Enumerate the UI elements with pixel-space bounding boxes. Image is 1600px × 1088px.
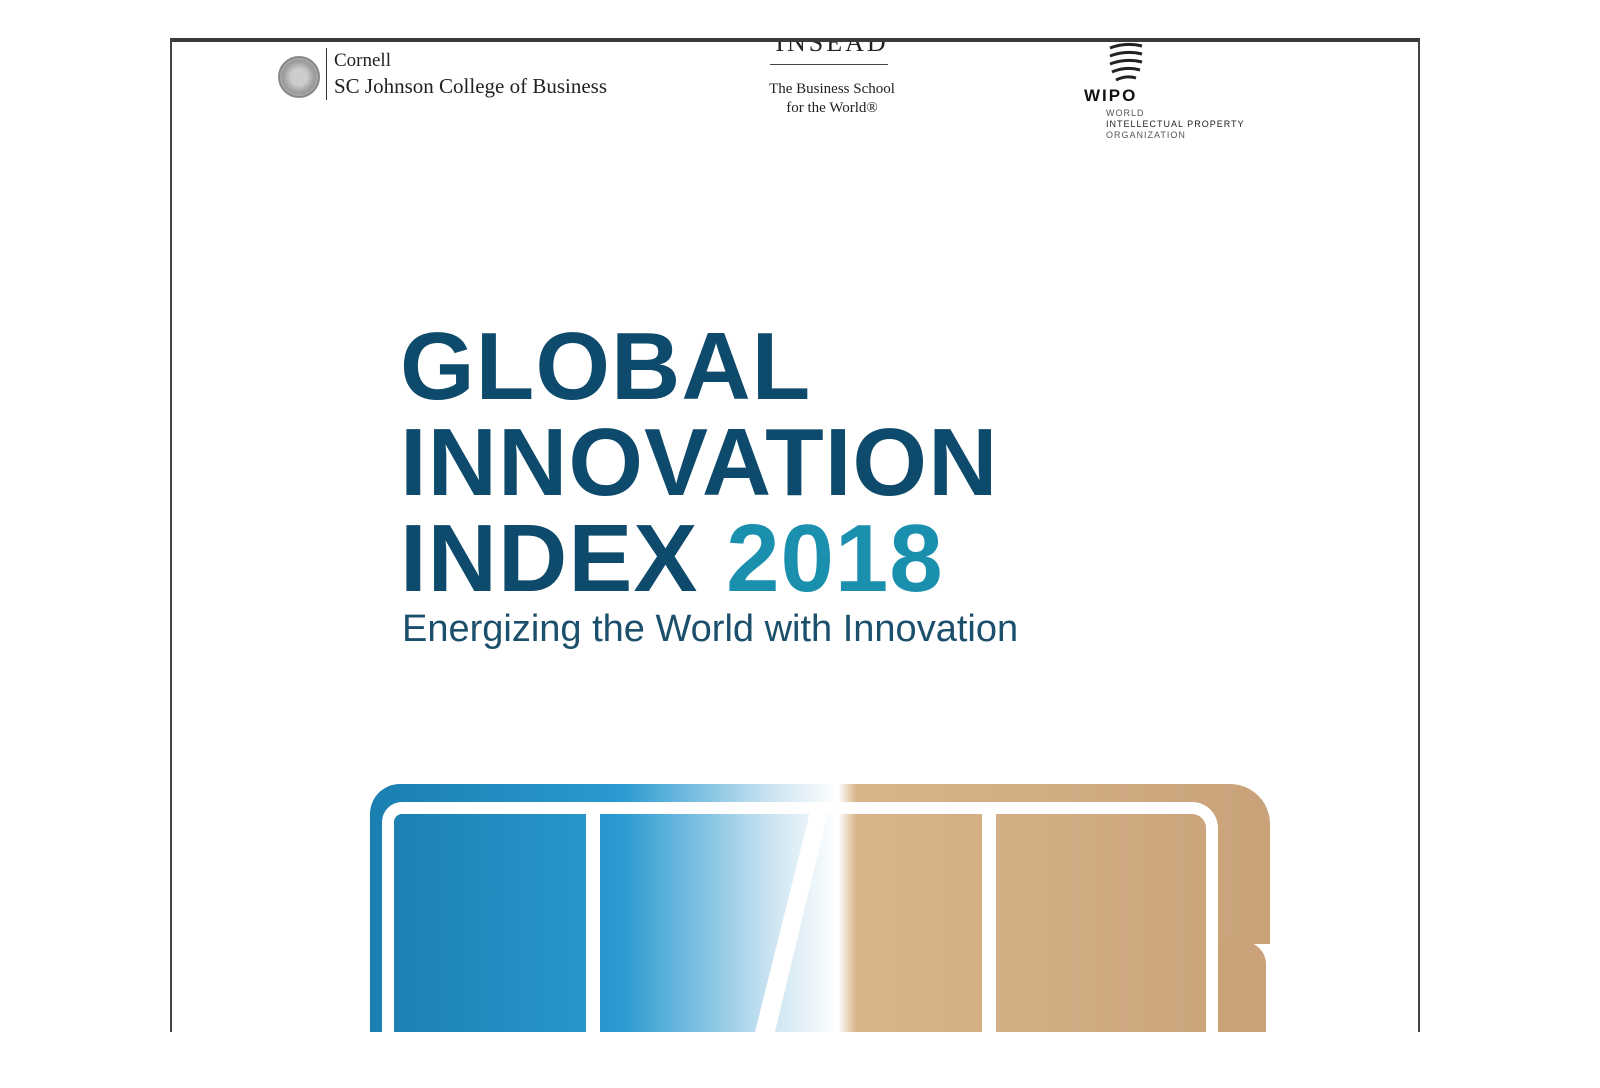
cornell-logo-line2: SC Johnson College of Business bbox=[334, 74, 608, 98]
insead-tagline-2: for the World® bbox=[786, 100, 878, 116]
title-year: 2018 bbox=[726, 505, 944, 612]
title-line-1: GLOBAL bbox=[400, 313, 812, 420]
insead-logo: INSEAD bbox=[775, 38, 889, 57]
insead-rule bbox=[770, 64, 888, 65]
wipo-sub-2: INTELLECTUAL PROPERTY bbox=[1106, 119, 1245, 129]
cornell-logo-line1: Cornell bbox=[334, 50, 391, 71]
cover-illustration bbox=[370, 784, 1270, 1032]
wipo-sub-1: WORLD bbox=[1106, 108, 1145, 118]
insead-tagline: The Business School for the World® bbox=[742, 80, 922, 118]
wipo-sub-3: ORGANIZATION bbox=[1106, 130, 1186, 140]
insead-tagline-1: The Business School bbox=[769, 81, 895, 97]
wipo-subtitle: WORLD INTELLECTUAL PROPERTY ORGANIZATION bbox=[1106, 108, 1245, 141]
title-line-3: INDEX 2018 bbox=[400, 511, 944, 607]
subtitle: Energizing the World with Innovation bbox=[402, 608, 1019, 650]
title-line-2: INNOVATION bbox=[400, 409, 999, 516]
cornell-seal-icon bbox=[278, 56, 320, 98]
wipo-globe-icon bbox=[1109, 42, 1143, 82]
logo-divider bbox=[326, 48, 327, 100]
wipo-logo: WIPO bbox=[1084, 86, 1138, 105]
title-index: INDEX bbox=[400, 505, 699, 612]
document-page: Cornell SC Johnson College of Business I… bbox=[170, 38, 1420, 1032]
diagonal-stroke bbox=[755, 812, 828, 1032]
